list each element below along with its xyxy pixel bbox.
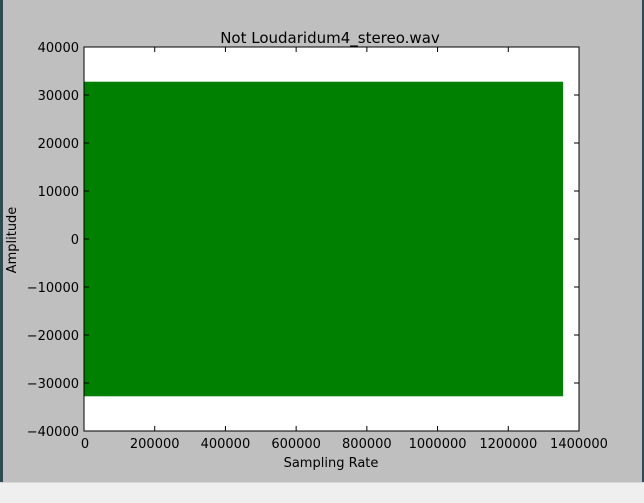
- y-tick-label: 30000: [38, 89, 79, 104]
- x-tick-label: 1400000: [550, 437, 608, 452]
- y-tick-label: −10000: [27, 281, 79, 296]
- series-layer: [84, 81, 564, 397]
- x-tick-label: 200000: [130, 437, 180, 452]
- y-axis: 40000 30000 20000 10000 0 −10000 −20000 −30000 −…: [27, 41, 579, 440]
- y-tick-label: 0: [71, 233, 79, 248]
- x-tick-label: 1200000: [479, 437, 537, 452]
- window-right-edge: [642, 0, 644, 482]
- y-tick-label: −20000: [27, 329, 79, 344]
- y-tick-label: 40000: [38, 41, 79, 56]
- y-tick-label: 10000: [38, 185, 79, 200]
- waveform-chart: Not Loudaridum4_stereo.wav 0 200000 400000…: [5, 29, 608, 471]
- x-tick-label: 0: [81, 437, 89, 452]
- x-tick-label: 400000: [201, 437, 251, 452]
- x-tick-label: 1000000: [409, 437, 467, 452]
- y-tick-label: 20000: [38, 137, 79, 152]
- y-axis-label: Amplitude: [5, 207, 20, 274]
- x-axis: 0 200000 400000 600000 800000 1000000 1200000 1…: [81, 47, 608, 452]
- status-bar: [0, 482, 644, 503]
- waveform-series-0: [84, 81, 564, 397]
- y-tick-label: −40000: [27, 425, 79, 440]
- y-tick-label: −30000: [27, 377, 79, 392]
- x-axis-label: Sampling Rate: [284, 456, 379, 471]
- chart-title: Not Loudaridum4_stereo.wav: [220, 29, 440, 48]
- x-tick-label: 600000: [271, 437, 321, 452]
- window-left-edge: [0, 0, 3, 482]
- x-tick-label: 800000: [342, 437, 392, 452]
